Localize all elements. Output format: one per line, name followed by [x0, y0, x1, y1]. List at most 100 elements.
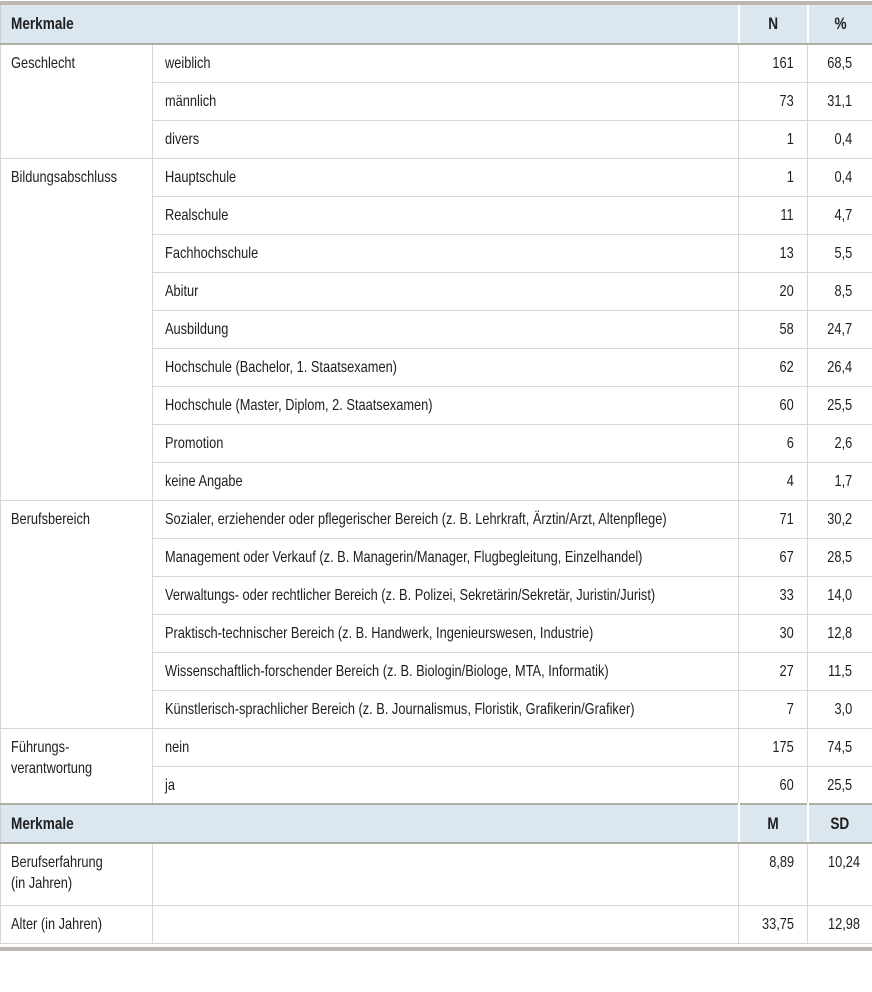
item-label: nein: [165, 737, 189, 758]
pct-value: 1,7: [834, 471, 852, 492]
group-label: Berufsbereich: [11, 509, 90, 530]
n-cell: 13: [739, 234, 808, 272]
group-label-cell: Führungs- verantwortung: [1, 728, 153, 804]
table-row: Führungs- verantwortung nein 175 74,5: [1, 728, 872, 766]
pct-value: 68,5: [827, 53, 852, 74]
header-sd-label: SD: [831, 813, 850, 834]
group-label-cell: Geschlecht: [1, 44, 153, 158]
n-cell: 30: [739, 614, 808, 652]
n-value: 30: [780, 623, 794, 644]
n-value: 58: [780, 319, 794, 340]
n-value: 73: [780, 91, 794, 112]
item-label: Realschule: [165, 205, 228, 226]
n-cell: 60: [739, 766, 808, 804]
pct-value: 0,4: [834, 129, 852, 150]
empty-cell: [153, 905, 739, 943]
item-cell: ja: [153, 766, 739, 804]
n-value: 60: [780, 395, 794, 416]
item-cell: Hochschule (Master, Diplom, 2. Staatsexa…: [153, 386, 739, 424]
n-cell: 11: [739, 196, 808, 234]
item-label: männlich: [165, 91, 216, 112]
pct-value: 31,1: [827, 91, 852, 112]
n-value: 27: [780, 661, 794, 682]
n-cell: 4: [739, 462, 808, 500]
header-row-counts: Merkmale N %: [1, 5, 872, 44]
pct-value: 11,5: [828, 661, 852, 682]
item-label: ja: [165, 775, 175, 796]
group-label: Geschlecht: [11, 53, 75, 74]
empty-cell: [153, 843, 739, 905]
pct-value: 25,5: [827, 775, 852, 796]
item-cell: Hochschule (Bachelor, 1. Staatsexamen): [153, 348, 739, 386]
n-value: 71: [780, 509, 794, 530]
header-pct-cell: %: [808, 5, 872, 44]
pct-cell: 25,5: [808, 766, 872, 804]
pct-value: 28,5: [827, 547, 852, 568]
item-cell: Wissenschaftlich-forschender Bereich (z.…: [153, 652, 739, 690]
n-cell: 33: [739, 576, 808, 614]
item-label: Hochschule (Bachelor, 1. Staatsexamen): [165, 357, 397, 378]
header-merkmale-cell: Merkmale: [1, 804, 739, 843]
pct-cell: 0,4: [808, 120, 872, 158]
item-label: Künstlerisch-sprachlicher Bereich (z. B.…: [165, 699, 634, 720]
item-label: divers: [165, 129, 199, 150]
n-cell: 27: [739, 652, 808, 690]
n-value: 20: [780, 281, 794, 302]
n-value: 161: [773, 53, 794, 74]
pct-value: 4,7: [834, 205, 852, 226]
header-sd-cell: SD: [808, 804, 872, 843]
item-label: keine Angabe: [165, 471, 243, 492]
n-value: 67: [780, 547, 794, 568]
pct-value: 26,4: [827, 357, 852, 378]
n-cell: 161: [739, 44, 808, 82]
item-label: Praktisch-technischer Bereich (z. B. Han…: [165, 623, 593, 644]
pct-cell: 31,1: [808, 82, 872, 120]
pct-cell: 8,5: [808, 272, 872, 310]
pct-cell: 12,8: [808, 614, 872, 652]
item-cell: weiblich: [153, 44, 739, 82]
item-cell: Fachhochschule: [153, 234, 739, 272]
n-value: 1: [787, 129, 794, 150]
pct-value: 74,5: [827, 737, 852, 758]
n-value: 6: [787, 433, 794, 454]
header-pct-label: %: [834, 13, 846, 34]
demographics-table: Merkmale N % Geschlecht weiblich 161 68,…: [0, 5, 872, 944]
n-value: 11: [781, 205, 794, 226]
item-label: Hochschule (Master, Diplom, 2. Staatsexa…: [165, 395, 432, 416]
item-label: Management oder Verkauf (z. B. Managerin…: [165, 547, 642, 568]
sd-cell: 12,98: [808, 905, 872, 943]
item-label: Promotion: [165, 433, 223, 454]
group-label-cell: Bildungsabschluss: [1, 158, 153, 500]
n-cell: 20: [739, 272, 808, 310]
header-n-cell: N: [739, 5, 808, 44]
item-cell: divers: [153, 120, 739, 158]
m-cell: 33,75: [739, 905, 808, 943]
n-value: 13: [780, 243, 794, 264]
pct-cell: 11,5: [808, 652, 872, 690]
n-value: 7: [787, 699, 794, 720]
item-cell: Künstlerisch-sprachlicher Bereich (z. B.…: [153, 690, 739, 728]
item-cell: Promotion: [153, 424, 739, 462]
m-value: 33,75: [762, 914, 794, 935]
sd-value: 12,98: [828, 914, 860, 935]
item-cell: männlich: [153, 82, 739, 120]
pct-cell: 28,5: [808, 538, 872, 576]
item-cell: Realschule: [153, 196, 739, 234]
header-n-label: N: [768, 13, 778, 34]
group-label: Bildungsabschluss: [11, 167, 117, 188]
table-row: Berufserfahrung (in Jahren) 8,89 10,24: [1, 843, 872, 905]
pct-cell: 1,7: [808, 462, 872, 500]
n-cell: 73: [739, 82, 808, 120]
pct-cell: 68,5: [808, 44, 872, 82]
item-cell: Sozialer, erziehender oder pflegerischer…: [153, 500, 739, 538]
n-cell: 71: [739, 500, 808, 538]
item-label: Ausbildung: [165, 319, 228, 340]
sd-cell: 10,24: [808, 843, 872, 905]
pct-cell: 25,5: [808, 386, 872, 424]
item-label: Verwaltungs- oder rechtlicher Bereich (z…: [165, 585, 655, 606]
n-value: 1: [787, 167, 794, 188]
item-label: Sozialer, erziehender oder pflegerischer…: [165, 509, 667, 530]
item-cell: Praktisch-technischer Bereich (z. B. Han…: [153, 614, 739, 652]
table-row: Bildungsabschluss Hauptschule 1 0,4: [1, 158, 872, 196]
item-cell: Verwaltungs- oder rechtlicher Bereich (z…: [153, 576, 739, 614]
